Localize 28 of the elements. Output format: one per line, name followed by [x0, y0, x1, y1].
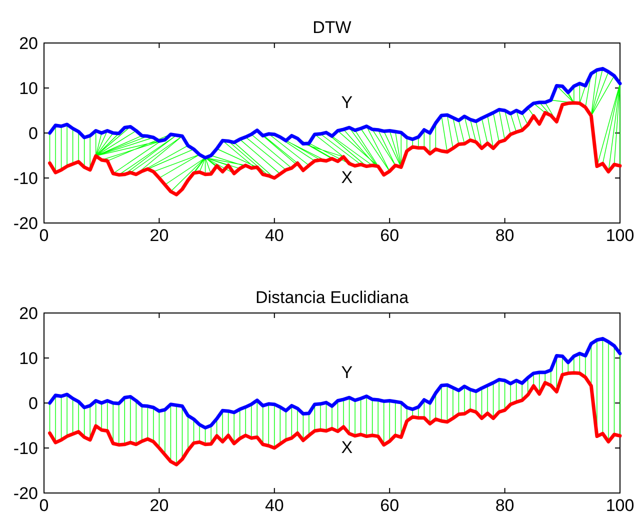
x-tick-label: 40 [264, 496, 284, 515]
y-tick-label: 0 [28, 124, 38, 143]
chart-title: Distancia Euclidiana [255, 288, 410, 307]
y-tick-label: 0 [28, 394, 38, 413]
annotation: Y [341, 93, 353, 112]
x-tick-label: 60 [380, 496, 400, 515]
x-tick-label: 60 [380, 226, 400, 245]
y-tick-label: 20 [19, 304, 38, 323]
x-tick-label: 80 [495, 496, 514, 515]
y-tick-label: -10 [13, 438, 38, 458]
line-series [48, 66, 622, 160]
x-tick-label: 80 [495, 226, 514, 245]
x-tick-label: 20 [150, 496, 169, 515]
chart-title: DTW [312, 18, 352, 37]
y-tick-label: 20 [19, 34, 38, 53]
y-tick-label: -10 [13, 168, 38, 188]
annotation: X [341, 168, 353, 187]
x-tick-label: 20 [150, 226, 169, 245]
annotation: X [341, 438, 353, 457]
x-tick-label: 100 [606, 226, 634, 245]
x-tick-label: 40 [264, 226, 284, 245]
x-tick-label: 100 [606, 496, 634, 515]
line-series [48, 336, 622, 430]
annotation: Y [341, 363, 353, 382]
y-tick-label: 10 [19, 78, 38, 98]
y-tick-label: -20 [13, 484, 38, 503]
y-tick-label: -20 [13, 214, 38, 233]
y-tick-label: 10 [19, 348, 38, 368]
